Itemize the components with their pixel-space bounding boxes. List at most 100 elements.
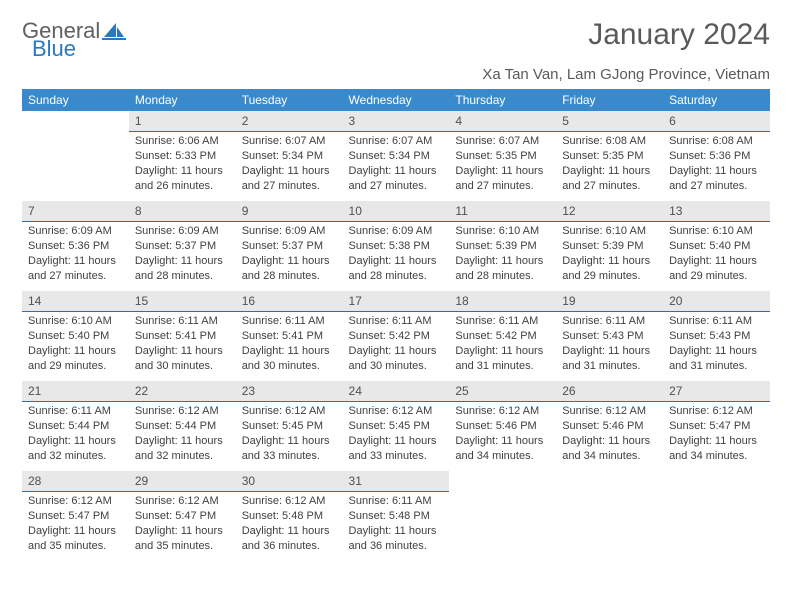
calendar-day-cell: 1Sunrise: 6:06 AMSunset: 5:33 PMDaylight…: [129, 111, 236, 201]
location-text: Xa Tan Van, Lam GJong Province, Vietnam: [22, 66, 770, 83]
day-detail: Sunrise: 6:11 AMSunset: 5:42 PMDaylight:…: [343, 312, 450, 379]
calendar-day-cell: 18Sunrise: 6:11 AMSunset: 5:42 PMDayligh…: [449, 291, 556, 381]
sunset-line: Sunset: 5:39 PM: [455, 239, 550, 254]
day-detail: Sunrise: 6:10 AMSunset: 5:39 PMDaylight:…: [449, 222, 556, 289]
daylight-line: Daylight: 11 hours and 27 minutes.: [349, 164, 444, 194]
sunrise-line: Sunrise: 6:06 AM: [135, 134, 230, 149]
calendar-day-cell: 30Sunrise: 6:12 AMSunset: 5:48 PMDayligh…: [236, 471, 343, 561]
calendar-day-cell: 10Sunrise: 6:09 AMSunset: 5:38 PMDayligh…: [343, 201, 450, 291]
calendar-day-cell: 25Sunrise: 6:12 AMSunset: 5:46 PMDayligh…: [449, 381, 556, 471]
day-number: 20: [663, 291, 770, 312]
daylight-line: Daylight: 11 hours and 27 minutes.: [562, 164, 657, 194]
sunrise-line: Sunrise: 6:10 AM: [562, 224, 657, 239]
sunset-line: Sunset: 5:45 PM: [242, 419, 337, 434]
sunrise-line: Sunrise: 6:12 AM: [135, 404, 230, 419]
sunrise-line: Sunrise: 6:12 AM: [135, 494, 230, 509]
calendar-day-cell: 2Sunrise: 6:07 AMSunset: 5:34 PMDaylight…: [236, 111, 343, 201]
day-detail: Sunrise: 6:09 AMSunset: 5:36 PMDaylight:…: [22, 222, 129, 289]
day-detail: Sunrise: 6:11 AMSunset: 5:41 PMDaylight:…: [129, 312, 236, 379]
sunset-line: Sunset: 5:47 PM: [669, 419, 764, 434]
day-number: 10: [343, 201, 450, 222]
sunrise-line: Sunrise: 6:07 AM: [349, 134, 444, 149]
day-number: 5: [556, 111, 663, 132]
day-number: 18: [449, 291, 556, 312]
daylight-line: Daylight: 11 hours and 31 minutes.: [562, 344, 657, 374]
day-detail: Sunrise: 6:12 AMSunset: 5:47 PMDaylight:…: [129, 492, 236, 559]
calendar-day-cell: 31Sunrise: 6:11 AMSunset: 5:48 PMDayligh…: [343, 471, 450, 561]
day-number: 4: [449, 111, 556, 132]
daylight-line: Daylight: 11 hours and 30 minutes.: [135, 344, 230, 374]
day-detail: Sunrise: 6:11 AMSunset: 5:44 PMDaylight:…: [22, 402, 129, 469]
sunset-line: Sunset: 5:34 PM: [349, 149, 444, 164]
day-detail: Sunrise: 6:12 AMSunset: 5:45 PMDaylight:…: [343, 402, 450, 469]
day-detail: Sunrise: 6:07 AMSunset: 5:34 PMDaylight:…: [236, 132, 343, 199]
sunrise-line: Sunrise: 6:09 AM: [242, 224, 337, 239]
sunset-line: Sunset: 5:38 PM: [349, 239, 444, 254]
sunrise-line: Sunrise: 6:11 AM: [455, 314, 550, 329]
sunset-line: Sunset: 5:35 PM: [562, 149, 657, 164]
daylight-line: Daylight: 11 hours and 29 minutes.: [562, 254, 657, 284]
daylight-line: Daylight: 11 hours and 29 minutes.: [669, 254, 764, 284]
sail-icon: [102, 21, 128, 41]
calendar-day-cell: 29Sunrise: 6:12 AMSunset: 5:47 PMDayligh…: [129, 471, 236, 561]
sunrise-line: Sunrise: 6:12 AM: [242, 494, 337, 509]
sunrise-line: Sunrise: 6:09 AM: [28, 224, 123, 239]
sunrise-line: Sunrise: 6:09 AM: [135, 224, 230, 239]
calendar-day-cell: 9Sunrise: 6:09 AMSunset: 5:37 PMDaylight…: [236, 201, 343, 291]
calendar-row: 1Sunrise: 6:06 AMSunset: 5:33 PMDaylight…: [22, 111, 770, 201]
day-number: 3: [343, 111, 450, 132]
day-detail: Sunrise: 6:09 AMSunset: 5:37 PMDaylight:…: [236, 222, 343, 289]
daylight-line: Daylight: 11 hours and 27 minutes.: [242, 164, 337, 194]
calendar-day-cell: 5Sunrise: 6:08 AMSunset: 5:35 PMDaylight…: [556, 111, 663, 201]
day-number: 7: [22, 201, 129, 222]
sunset-line: Sunset: 5:36 PM: [28, 239, 123, 254]
sunrise-line: Sunrise: 6:10 AM: [455, 224, 550, 239]
sunset-line: Sunset: 5:40 PM: [669, 239, 764, 254]
day-detail: Sunrise: 6:10 AMSunset: 5:40 PMDaylight:…: [663, 222, 770, 289]
daylight-line: Daylight: 11 hours and 32 minutes.: [135, 434, 230, 464]
daylight-line: Daylight: 11 hours and 30 minutes.: [242, 344, 337, 374]
sunset-line: Sunset: 5:47 PM: [135, 509, 230, 524]
day-number: 6: [663, 111, 770, 132]
weekday-header: Friday: [556, 89, 663, 111]
calendar-empty-cell: [663, 471, 770, 561]
day-detail: Sunrise: 6:11 AMSunset: 5:48 PMDaylight:…: [343, 492, 450, 559]
calendar-day-cell: 11Sunrise: 6:10 AMSunset: 5:39 PMDayligh…: [449, 201, 556, 291]
day-number: 16: [236, 291, 343, 312]
daylight-line: Daylight: 11 hours and 30 minutes.: [349, 344, 444, 374]
daylight-line: Daylight: 11 hours and 28 minutes.: [135, 254, 230, 284]
sunrise-line: Sunrise: 6:08 AM: [669, 134, 764, 149]
calendar-day-cell: 19Sunrise: 6:11 AMSunset: 5:43 PMDayligh…: [556, 291, 663, 381]
calendar-day-cell: 6Sunrise: 6:08 AMSunset: 5:36 PMDaylight…: [663, 111, 770, 201]
calendar-day-cell: 8Sunrise: 6:09 AMSunset: 5:37 PMDaylight…: [129, 201, 236, 291]
weekday-header: Saturday: [663, 89, 770, 111]
daylight-line: Daylight: 11 hours and 33 minutes.: [242, 434, 337, 464]
day-number: 29: [129, 471, 236, 492]
day-number: 19: [556, 291, 663, 312]
calendar-row: 28Sunrise: 6:12 AMSunset: 5:47 PMDayligh…: [22, 471, 770, 561]
daylight-line: Daylight: 11 hours and 35 minutes.: [28, 524, 123, 554]
day-number: 1: [129, 111, 236, 132]
sunrise-line: Sunrise: 6:08 AM: [562, 134, 657, 149]
calendar-table: SundayMondayTuesdayWednesdayThursdayFrid…: [22, 89, 770, 561]
sunrise-line: Sunrise: 6:09 AM: [349, 224, 444, 239]
sunrise-line: Sunrise: 6:11 AM: [349, 494, 444, 509]
sunset-line: Sunset: 5:48 PM: [349, 509, 444, 524]
day-detail: Sunrise: 6:12 AMSunset: 5:45 PMDaylight:…: [236, 402, 343, 469]
day-detail: Sunrise: 6:11 AMSunset: 5:41 PMDaylight:…: [236, 312, 343, 379]
calendar-day-cell: 21Sunrise: 6:11 AMSunset: 5:44 PMDayligh…: [22, 381, 129, 471]
sunrise-line: Sunrise: 6:07 AM: [455, 134, 550, 149]
daylight-line: Daylight: 11 hours and 34 minutes.: [562, 434, 657, 464]
sunset-line: Sunset: 5:40 PM: [28, 329, 123, 344]
sunset-line: Sunset: 5:45 PM: [349, 419, 444, 434]
day-detail: Sunrise: 6:12 AMSunset: 5:46 PMDaylight:…: [449, 402, 556, 469]
day-detail: Sunrise: 6:06 AMSunset: 5:33 PMDaylight:…: [129, 132, 236, 199]
day-detail: Sunrise: 6:08 AMSunset: 5:35 PMDaylight:…: [556, 132, 663, 199]
day-detail: Sunrise: 6:07 AMSunset: 5:35 PMDaylight:…: [449, 132, 556, 199]
daylight-line: Daylight: 11 hours and 28 minutes.: [242, 254, 337, 284]
day-number: 30: [236, 471, 343, 492]
sunrise-line: Sunrise: 6:12 AM: [28, 494, 123, 509]
daylight-line: Daylight: 11 hours and 28 minutes.: [455, 254, 550, 284]
sunset-line: Sunset: 5:46 PM: [455, 419, 550, 434]
calendar-day-cell: 15Sunrise: 6:11 AMSunset: 5:41 PMDayligh…: [129, 291, 236, 381]
